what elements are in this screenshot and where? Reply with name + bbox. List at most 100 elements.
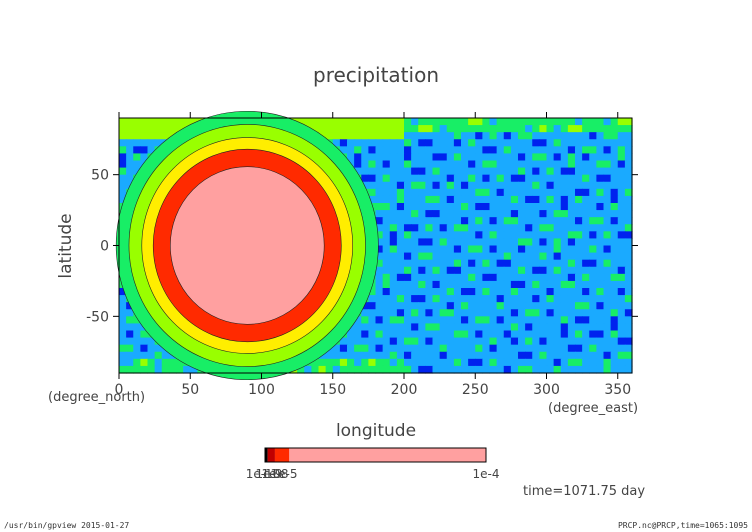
field-cell xyxy=(617,231,626,240)
field-cell xyxy=(510,365,519,374)
field-cell xyxy=(404,132,412,140)
field-cell xyxy=(368,302,377,310)
field-cell xyxy=(475,252,483,261)
field-cell xyxy=(582,132,590,140)
field-cell xyxy=(418,160,426,169)
field-cell xyxy=(525,316,533,325)
field-cell xyxy=(596,266,605,275)
field-cell xyxy=(475,203,483,211)
field-cell xyxy=(617,302,626,310)
field-cell xyxy=(503,280,512,289)
field-cell xyxy=(475,316,483,325)
field-cell xyxy=(332,365,341,374)
field-cell xyxy=(468,167,476,176)
field-cell xyxy=(525,259,533,268)
field-cell xyxy=(496,344,505,353)
field-cell xyxy=(475,174,483,183)
field-cell xyxy=(596,160,605,169)
field-cell xyxy=(496,323,505,332)
field-cell xyxy=(553,288,562,296)
field-cell xyxy=(518,174,526,183)
field-cell xyxy=(489,259,498,268)
field-cell xyxy=(582,224,590,232)
field-cell xyxy=(546,203,555,211)
field-cell xyxy=(404,125,412,133)
field-cell xyxy=(603,139,612,147)
field-cell xyxy=(461,288,469,296)
field-cell xyxy=(589,132,597,140)
field-cell xyxy=(396,309,405,317)
field-cell xyxy=(624,188,633,197)
field-cell xyxy=(432,280,441,289)
field-cell xyxy=(596,337,605,346)
field-cell xyxy=(603,125,612,133)
field-cell xyxy=(439,146,448,155)
field-cell xyxy=(382,344,391,353)
field-cell xyxy=(546,231,555,240)
field-cell xyxy=(382,288,391,296)
field-cell xyxy=(532,365,540,374)
field-cell xyxy=(439,181,448,190)
field-cell xyxy=(482,309,491,317)
field-cell xyxy=(489,273,498,282)
field-cell xyxy=(596,351,605,360)
field-cell xyxy=(411,125,419,133)
field-cell xyxy=(453,309,462,317)
field-cell xyxy=(510,231,519,240)
field-cell xyxy=(404,358,412,367)
field-cell xyxy=(375,330,384,339)
field-cell xyxy=(518,224,526,232)
field-cell xyxy=(567,224,576,232)
field-cell xyxy=(404,203,412,211)
field-cell xyxy=(496,238,505,247)
field-cell xyxy=(510,330,519,339)
time-label: time=1071.75 day xyxy=(523,484,645,499)
field-cell xyxy=(446,358,455,367)
field-cell xyxy=(553,330,562,339)
field-cell xyxy=(475,309,483,317)
field-cell xyxy=(446,288,455,296)
field-cell xyxy=(489,217,498,225)
field-cell xyxy=(432,344,441,353)
x-tick-label: 150 xyxy=(319,382,346,398)
field-cell xyxy=(575,160,583,169)
field-cell xyxy=(339,146,348,155)
field-cell xyxy=(610,309,619,317)
field-cell xyxy=(503,351,512,360)
field-cell xyxy=(432,174,441,183)
field-cell xyxy=(119,153,127,162)
field-cell xyxy=(133,323,141,332)
field-cell xyxy=(453,160,462,169)
field-cell xyxy=(567,217,576,225)
field-cell xyxy=(496,358,505,367)
field-cell xyxy=(610,181,619,190)
field-cell xyxy=(539,245,548,254)
field-cell xyxy=(475,118,483,126)
field-cell xyxy=(375,160,384,169)
field-cell xyxy=(133,139,141,147)
field-cell xyxy=(368,365,377,374)
field-cell xyxy=(532,224,540,232)
field-cell xyxy=(560,146,569,155)
field-cell xyxy=(361,316,369,325)
field-cell xyxy=(375,323,384,332)
field-cell xyxy=(396,302,405,310)
field-cell xyxy=(154,365,163,374)
field-cell xyxy=(503,358,512,367)
field-cell xyxy=(610,330,619,339)
field-cell xyxy=(446,224,455,232)
field-cell xyxy=(404,160,412,169)
field-cell xyxy=(553,195,562,204)
field-cell xyxy=(361,181,369,190)
field-cell xyxy=(425,118,434,126)
field-cell xyxy=(147,358,156,367)
field-cell xyxy=(404,280,412,289)
field-cell xyxy=(382,238,391,247)
field-cell xyxy=(446,295,455,303)
field-cell xyxy=(525,153,533,162)
field-cell xyxy=(539,266,548,275)
field-cell xyxy=(468,252,476,261)
field-cell xyxy=(567,302,576,310)
field-cell xyxy=(404,210,412,218)
y-tick-label: -50 xyxy=(86,309,109,325)
